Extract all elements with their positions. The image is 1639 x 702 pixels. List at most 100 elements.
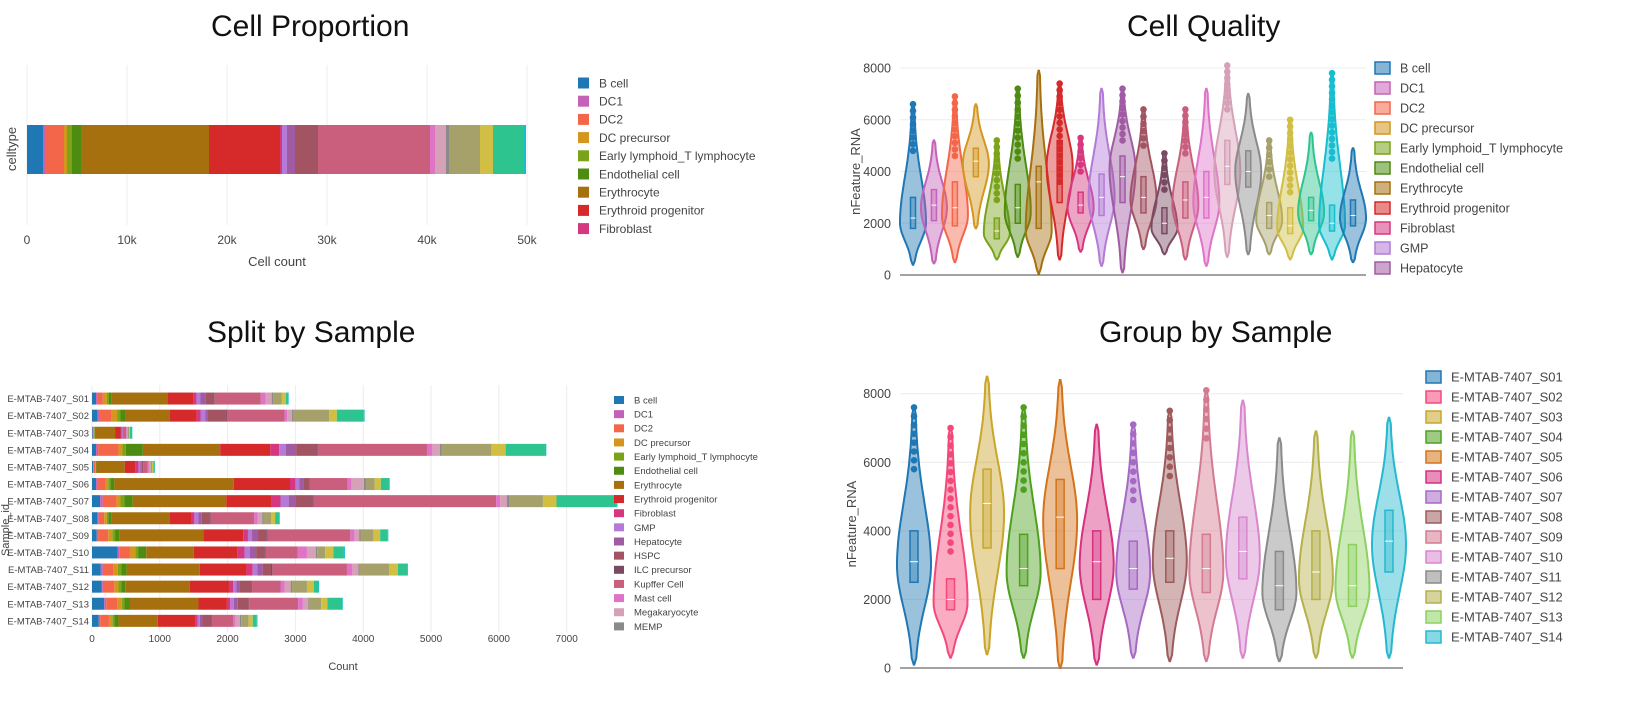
legend-label: Endothelial cell [634, 466, 698, 477]
legend-swatch [1425, 610, 1442, 624]
bar-segment-monocyte [480, 125, 493, 174]
bar-segment-memp [262, 512, 264, 525]
bar-segment-kupffer-cell [226, 409, 285, 422]
outlier-point [910, 404, 918, 411]
legend-swatch [578, 223, 589, 235]
outlier-point [1119, 130, 1126, 138]
outlier-point [1223, 93, 1231, 101]
bar-segment-erythrocyte [111, 512, 170, 525]
bar-segment-gmp [295, 478, 300, 491]
bar-segment-hspc [295, 125, 318, 174]
bar-segment-memp [315, 546, 318, 559]
y-tick-label: 6000 [863, 113, 891, 127]
bar-segment-memp [290, 580, 293, 593]
legend-label: E-MTAB-7407_S05 [1451, 450, 1563, 465]
bar-segment-gmp [252, 563, 258, 576]
violin-body [920, 139, 949, 265]
bar-segment-monocyte [325, 546, 334, 559]
violin-memp [1234, 92, 1263, 256]
bar-segment-neutrophil-myeloid-progenitor [333, 546, 344, 559]
legend-item-e-mtab-7407-s10: E-MTAB-7407_S10 [1425, 550, 1563, 565]
bar-segment-gmp [196, 392, 201, 405]
legend-swatch [1374, 221, 1391, 235]
outlier-point [947, 433, 954, 441]
legend-swatch [1425, 410, 1442, 424]
y-axis-label: nFeature_RNA [844, 480, 859, 567]
x-tick-label: 7000 [556, 634, 579, 645]
outlier-point [1182, 137, 1189, 145]
bar-segment-dc1 [96, 478, 98, 491]
violin-body [1261, 437, 1298, 663]
outlier-point [1166, 454, 1174, 461]
violin-body [1042, 379, 1079, 669]
violin-box [1091, 530, 1102, 601]
violin-body [1370, 416, 1408, 659]
violin-e-mtab-7407-s09 [1188, 386, 1225, 663]
bar-segment-mast-cell [280, 580, 285, 593]
outlier-point [1077, 161, 1084, 169]
bar-segment-nk [544, 443, 547, 456]
outlier-point [909, 100, 917, 108]
outlier-point [910, 439, 918, 446]
legend-swatch [1425, 490, 1442, 504]
outlier-point [1286, 149, 1294, 156]
bar-segment-erythroid-progenitor [157, 614, 196, 627]
violin-e-mtab-7407-s10 [1224, 399, 1261, 659]
bar-segment-gmp [247, 529, 253, 542]
bar-segment-dc-precursor [129, 546, 136, 559]
outlier-point [1328, 96, 1336, 103]
bar-segment-monocyte [491, 443, 506, 456]
legend-label: DC2 [1400, 102, 1425, 116]
outlier-point [1166, 435, 1174, 443]
legend-label: Early lymphoid_T lymphocyte [634, 452, 758, 463]
outlier-point [1056, 165, 1063, 173]
outlier-point [1119, 117, 1126, 125]
legend-swatch [1374, 81, 1391, 95]
violin-box [1311, 530, 1321, 601]
legend-swatch [1425, 390, 1442, 404]
legend-label: Endothelial cell [1400, 162, 1484, 176]
violin-box [1307, 196, 1315, 222]
bar-segment-nk [318, 580, 320, 593]
outlier-point [1161, 150, 1168, 157]
bar-segment-monocyte [271, 512, 276, 525]
violin-box [993, 217, 1001, 240]
legend-label: E-MTAB-7407_S09 [1451, 530, 1563, 545]
legend-swatch [1425, 470, 1442, 484]
outlier-point [1140, 142, 1147, 149]
bar-segment-hspc [257, 529, 267, 542]
violin-e-mtab-7407-s04 [1005, 404, 1042, 659]
violin-e-mtab-7407-s07 [1115, 421, 1152, 659]
legend-swatch [1374, 141, 1391, 155]
outlier-point [1056, 93, 1063, 100]
bar-segment-nk [342, 597, 343, 610]
bar-segment-fibroblast [246, 563, 253, 576]
bar-segment-endothelial-cell [124, 495, 133, 508]
bar-segment-dc1 [97, 512, 99, 525]
bar-segment-dc2 [102, 495, 117, 508]
bar-segment-neutrophil-myeloid-progenitor [336, 409, 364, 422]
bar-segment-endothelial-cell [115, 529, 120, 542]
outlier-point [1166, 407, 1174, 415]
bar-segment-ilc-precursor [214, 392, 215, 405]
bar-segment-gmp [200, 409, 206, 422]
bar-segment-neutrophil-myeloid-progenitor [275, 512, 280, 525]
bar-segment-dc1 [100, 563, 103, 576]
violin-e-mtab-7407-s01 [896, 404, 932, 666]
cell-proportion-title: Cell Proportion [211, 10, 410, 43]
outlier-point [1129, 449, 1137, 457]
outlier-point [1161, 171, 1168, 179]
outlier-point [909, 127, 917, 135]
legend-swatch [1425, 630, 1442, 644]
violin-monocyte [1276, 116, 1305, 261]
bar-segment-megakaryocyte [351, 478, 364, 491]
violin-box [1161, 206, 1168, 235]
outlier-point [947, 459, 954, 467]
outlier-point [1119, 111, 1126, 118]
bar-segment-erythroid-progenitor [169, 512, 191, 525]
bar-segment-hspc [207, 409, 226, 422]
outlier-point [1020, 431, 1027, 439]
legend-swatch [1374, 261, 1391, 275]
bar-segment-dc1 [97, 409, 100, 422]
outlier-point [1265, 144, 1273, 151]
